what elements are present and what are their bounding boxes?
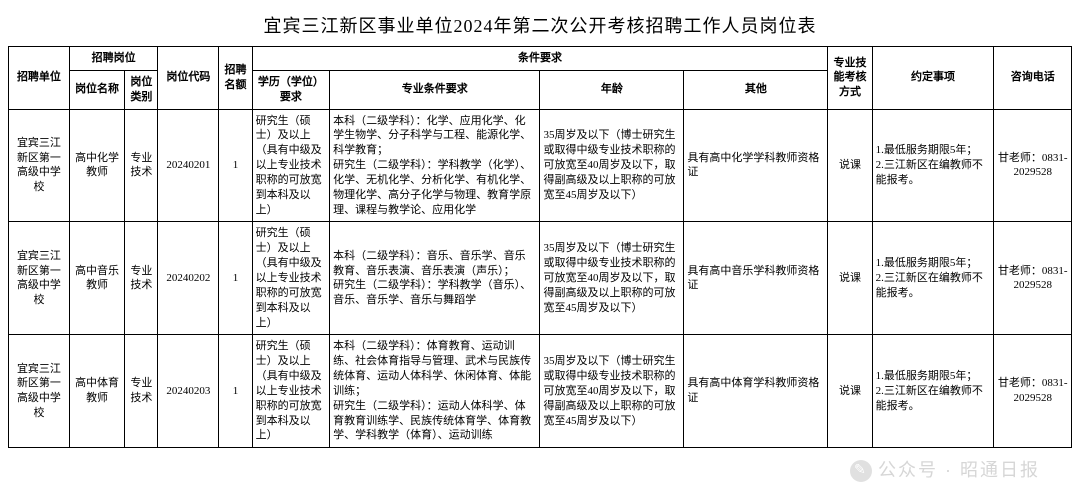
cell-edu: 研究生（硕士）及以上（具有中级及以上专业技术职称的可放宽到本科及以上） xyxy=(252,222,330,335)
cell-skill: 说课 xyxy=(828,109,872,222)
cell-post_name: 高中化学教师 xyxy=(69,109,124,222)
th-other: 其他 xyxy=(684,70,828,109)
watermark: 公众号 · 昭通日报 xyxy=(850,456,1040,482)
cell-post_code: 20240201 xyxy=(158,109,219,222)
table-row: 宜宾三江新区第一高级中学校高中化学教师专业技术202402011研究生（硕士）及… xyxy=(9,109,1072,222)
table-row: 宜宾三江新区第一高级中学校高中音乐教师专业技术202402021研究生（硕士）及… xyxy=(9,222,1072,335)
th-post-name: 岗位名称 xyxy=(69,70,124,109)
cell-age: 35周岁及以下（博士研究生或取得中级专业技术职称的可放宽至40周岁及以下，取得副… xyxy=(540,109,684,222)
cell-quota: 1 xyxy=(219,109,252,222)
cell-phone: 甘老师：0831-2029528 xyxy=(994,222,1072,335)
cell-phone: 甘老师：0831-2029528 xyxy=(994,109,1072,222)
th-skill: 专业技能考核方式 xyxy=(828,47,872,110)
cell-other: 具有高中体育学科教师资格证 xyxy=(684,335,828,448)
th-age: 年龄 xyxy=(540,70,684,109)
th-post-type: 岗位类别 xyxy=(125,70,158,109)
cell-age: 35周岁及以下（博士研究生或取得中级专业技术职称的可放宽至40周岁及以下，取得副… xyxy=(540,222,684,335)
th-post-group: 招聘岗位 xyxy=(69,47,158,71)
wechat-icon xyxy=(850,460,872,482)
cell-skill: 说课 xyxy=(828,222,872,335)
th-edu: 学历（学位）要求 xyxy=(252,70,330,109)
cell-phone: 甘老师：0831-2029528 xyxy=(994,335,1072,448)
cell-age: 35周岁及以下（博士研究生或取得中级专业技术职称的可放宽至40周岁及以下，取得副… xyxy=(540,335,684,448)
cell-edu: 研究生（硕士）及以上（具有中级及以上专业技术职称的可放宽到本科及以上） xyxy=(252,335,330,448)
cell-agree: 1.最低服务期限5年； 2.三江新区在编教师不能报考。 xyxy=(872,109,994,222)
cell-post_code: 20240203 xyxy=(158,335,219,448)
cell-agree: 1.最低服务期限5年； 2.三江新区在编教师不能报考。 xyxy=(872,335,994,448)
watermark-text: 公众号 · 昭通日报 xyxy=(878,460,1040,480)
cell-major: 本科（二级学科）：化学、应用化学、化学生物学、分子科学与工程、能源化学、科学教育… xyxy=(330,109,540,222)
th-quota: 招聘名额 xyxy=(219,47,252,110)
cell-post_name: 高中体育教师 xyxy=(69,335,124,448)
cell-major: 本科（二级学科）：体育教育、运动训练、社会体育指导与管理、武术与民族传统体育、运… xyxy=(330,335,540,448)
cell-other: 具有高中化学学科教师资格证 xyxy=(684,109,828,222)
cell-agree: 1.最低服务期限5年； 2.三江新区在编教师不能报考。 xyxy=(872,222,994,335)
th-post-code: 岗位代码 xyxy=(158,47,219,110)
cell-quota: 1 xyxy=(219,335,252,448)
table-row: 宜宾三江新区第一高级中学校高中体育教师专业技术202402031研究生（硕士）及… xyxy=(9,335,1072,448)
th-unit: 招聘单位 xyxy=(9,47,70,110)
th-major: 专业条件要求 xyxy=(330,70,540,109)
cell-unit: 宜宾三江新区第一高级中学校 xyxy=(9,109,70,222)
cell-post_type: 专业技术 xyxy=(125,109,158,222)
cell-skill: 说课 xyxy=(828,335,872,448)
positions-table: 招聘单位 招聘岗位 岗位代码 招聘名额 条件要求 专业技能考核方式 约定事项 咨… xyxy=(8,46,1072,448)
cell-post_code: 20240202 xyxy=(158,222,219,335)
th-agree: 约定事项 xyxy=(872,47,994,110)
header-row-1: 招聘单位 招聘岗位 岗位代码 招聘名额 条件要求 专业技能考核方式 约定事项 咨… xyxy=(9,47,1072,71)
cell-major: 本科（二级学科）：音乐、音乐学、音乐教育、音乐表演、音乐表演（声乐）； 研究生（… xyxy=(330,222,540,335)
cell-unit: 宜宾三江新区第一高级中学校 xyxy=(9,222,70,335)
cell-post_type: 专业技术 xyxy=(125,335,158,448)
cell-post_type: 专业技术 xyxy=(125,222,158,335)
th-phone: 咨询电话 xyxy=(994,47,1072,110)
cell-post_name: 高中音乐教师 xyxy=(69,222,124,335)
cell-other: 具有高中音乐学科教师资格证 xyxy=(684,222,828,335)
cell-quota: 1 xyxy=(219,222,252,335)
th-req-group: 条件要求 xyxy=(252,47,828,71)
cell-unit: 宜宾三江新区第一高级中学校 xyxy=(9,335,70,448)
page-title: 宜宾三江新区事业单位2024年第二次公开考核招聘工作人员岗位表 xyxy=(8,12,1072,38)
cell-edu: 研究生（硕士）及以上（具有中级及以上专业技术职称的可放宽到本科及以上） xyxy=(252,109,330,222)
